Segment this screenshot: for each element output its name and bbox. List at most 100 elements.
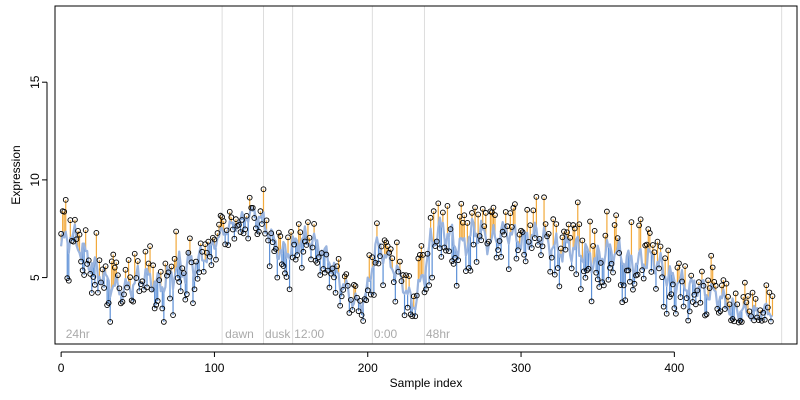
data-point <box>138 281 144 288</box>
data-point <box>371 292 377 298</box>
data-point <box>239 217 245 223</box>
data-point <box>653 286 659 292</box>
data-point <box>519 229 526 235</box>
data-point <box>599 279 606 286</box>
fitted-line-layer <box>60 205 773 322</box>
data-point <box>646 230 653 236</box>
data-point <box>179 265 186 272</box>
data-point <box>530 207 537 214</box>
data-point <box>760 309 767 316</box>
data-point <box>291 241 298 248</box>
data-point <box>213 256 219 263</box>
data-point <box>90 274 97 280</box>
data-point <box>611 222 618 228</box>
data-point <box>427 214 434 221</box>
data-point <box>745 293 751 299</box>
data-point <box>274 274 281 281</box>
data-point <box>627 278 633 285</box>
data-point <box>272 246 279 252</box>
data-point <box>367 291 374 298</box>
data-point <box>394 239 400 246</box>
data-point <box>176 279 183 285</box>
data-point <box>216 221 222 228</box>
data-point <box>694 287 701 294</box>
data-point <box>752 296 759 302</box>
data-point <box>378 243 385 250</box>
data-point <box>297 229 304 236</box>
data-point <box>470 241 477 248</box>
data-point <box>507 210 514 216</box>
data-point <box>723 280 730 287</box>
data-point <box>430 208 437 214</box>
x-tick-label: 0 <box>58 361 65 375</box>
data-point <box>553 221 560 227</box>
data-point <box>666 294 673 300</box>
data-point <box>478 237 485 244</box>
data-point <box>335 255 342 262</box>
data-point <box>144 284 150 291</box>
data-point <box>194 275 201 282</box>
data-point <box>766 289 773 296</box>
vertical-markers <box>221 6 783 344</box>
data-point <box>712 282 719 289</box>
data-point <box>260 186 267 193</box>
data-point <box>386 249 393 256</box>
data-point <box>663 310 670 317</box>
data-point <box>389 255 396 262</box>
data-point <box>671 305 678 312</box>
data-point <box>257 208 264 214</box>
data-point <box>657 243 664 250</box>
data-point <box>573 271 580 278</box>
data-point <box>469 210 475 216</box>
data-point <box>285 234 291 241</box>
data-point <box>170 312 176 318</box>
data-point <box>737 317 744 324</box>
data-point <box>332 289 339 296</box>
data-point <box>403 272 409 279</box>
data-point <box>263 217 270 224</box>
data-point <box>467 267 474 274</box>
data-point <box>640 275 647 282</box>
data-point <box>631 280 638 287</box>
data-point <box>547 268 554 275</box>
data-point <box>738 319 745 325</box>
plot-frame <box>54 5 798 345</box>
data-point <box>748 313 754 320</box>
data-point <box>99 266 106 273</box>
data-point <box>329 265 336 272</box>
data-point <box>337 302 343 309</box>
data-point <box>577 286 584 292</box>
data-point <box>222 241 229 248</box>
data-point <box>98 279 104 286</box>
data-point <box>246 194 253 201</box>
data-point <box>614 235 621 241</box>
data-point <box>348 296 354 303</box>
data-point <box>355 308 362 315</box>
data-point <box>486 238 492 245</box>
data-point <box>521 251 527 258</box>
data-point <box>75 228 81 234</box>
data-point <box>164 272 170 279</box>
data-point <box>110 251 117 258</box>
data-point <box>173 228 179 235</box>
data-point <box>648 269 655 275</box>
y-tick-label: 10 <box>28 173 42 187</box>
data-point <box>412 313 419 320</box>
data-point <box>404 304 411 311</box>
data-point <box>665 247 672 254</box>
data-point <box>545 230 552 237</box>
data-point <box>124 284 130 291</box>
data-point <box>608 260 615 267</box>
data-point <box>300 248 307 255</box>
data-point <box>536 236 543 242</box>
data-point <box>676 260 682 267</box>
data-point <box>769 293 776 299</box>
data-point <box>81 272 87 278</box>
data-point <box>660 303 667 310</box>
data-point <box>88 290 95 296</box>
data-point <box>151 305 158 312</box>
data-point <box>323 251 330 258</box>
data-point <box>587 218 593 225</box>
data-point <box>410 293 417 300</box>
x-axis-title: Sample index <box>390 376 463 390</box>
